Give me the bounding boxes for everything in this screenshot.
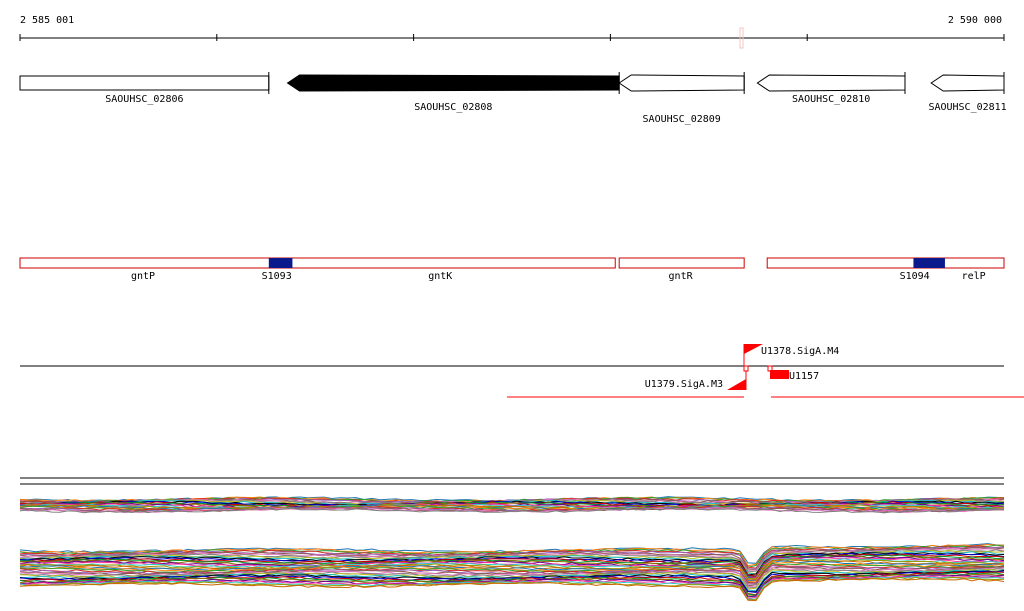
gene-label[interactable]: SAOUHSC_02806 (105, 94, 183, 105)
feature-block-u1157[interactable] (770, 370, 789, 379)
gene-arrow-saouhsc_02809[interactable] (618, 74, 745, 92)
gene-label[interactable]: SAOUHSC_02808 (414, 102, 492, 113)
gene-label[interactable]: SAOUHSC_02809 (643, 114, 721, 125)
expression-profiles-lower (19, 543, 1005, 602)
gene-track: SAOUHSC_02806 SAOUHSC_02808 SAOUHSC_02809 S… (19, 72, 1007, 125)
gene-arrow-saouhsc_02806[interactable] (19, 75, 270, 91)
expression-profile-line (19, 558, 1005, 581)
region-label[interactable]: S1093 (262, 271, 292, 282)
region-block-s1093[interactable] (268, 258, 293, 268)
expression-profile-line (19, 504, 1005, 511)
region-label[interactable]: gntP (131, 271, 155, 282)
position-marker[interactable] (739, 27, 744, 49)
ruler-start-label: 2 585 001 (20, 15, 74, 26)
region-block-s1094[interactable] (913, 258, 945, 268)
gene-arrow-saouhsc_02810[interactable] (756, 74, 906, 92)
expression-profile-line (19, 568, 1005, 589)
ruler-ticks (19, 34, 1005, 41)
expression-profile-line (19, 564, 1005, 584)
expression-profile-line (19, 577, 1005, 602)
region-box[interactable] (618, 257, 745, 269)
promoter-flag-u1379[interactable] (727, 379, 746, 390)
region-label[interactable]: gntK (428, 271, 452, 282)
expression-profile-line (19, 562, 1005, 584)
region-label[interactable]: gntR (669, 271, 694, 282)
ruler-end-label: 2 590 000 (948, 15, 1002, 26)
gene-arrow-saouhsc_02808[interactable] (286, 74, 620, 92)
promoter-flag-u1378[interactable] (744, 344, 763, 354)
expression-profile-line (19, 507, 1005, 514)
gene-arrow-saouhsc_02811[interactable] (930, 74, 1005, 92)
feature-label-u1378[interactable]: U1378.SigA.M4 (761, 346, 839, 357)
expression-profile-line (19, 547, 1005, 571)
region-box[interactable] (19, 257, 616, 269)
feature-label-u1157[interactable]: U1157 (789, 371, 819, 382)
expression-profile-line (19, 506, 1005, 513)
feature-label-u1379[interactable]: U1379.SigA.M3 (645, 379, 723, 390)
region-box[interactable] (766, 257, 1005, 269)
expression-profile-line (19, 505, 1005, 511)
expression-profile-line (19, 575, 1005, 600)
gene-label[interactable]: SAOUHSC_02811 (928, 102, 1006, 113)
gene-label[interactable]: SAOUHSC_02810 (792, 94, 870, 105)
region-label[interactable]: relP (962, 271, 986, 282)
region-track: gntP S1093 gntK gntR S1094 relP (19, 257, 1005, 282)
expression-profile-line (19, 557, 1005, 580)
expression-profile-line (19, 552, 1005, 577)
expression-profile-line (19, 572, 1005, 596)
expression-track (19, 477, 1005, 602)
expression-profile-line (19, 503, 1005, 509)
site-marker-left (743, 365, 749, 372)
feature-track: U1378.SigA.M4 U1379.SigA.M3 U1157 (20, 344, 1024, 398)
coordinate-ruler: 2 585 001 2 590 000 (19, 15, 1005, 49)
expression-profiles-upper (19, 496, 1005, 514)
region-label[interactable]: S1094 (900, 271, 930, 282)
expression-profile-line (19, 561, 1005, 583)
